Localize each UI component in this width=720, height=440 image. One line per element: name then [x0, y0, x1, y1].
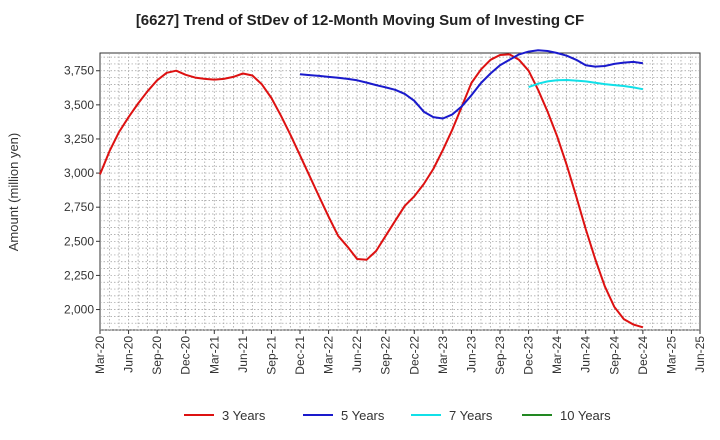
y-tick-label: 3,250 [64, 132, 94, 146]
legend: 3 Years 5 Years 7 Years 10 Years [184, 408, 611, 423]
y-tick-label: 2,750 [64, 200, 94, 214]
x-tick-label: Dec-21 [293, 336, 307, 375]
series-line-5-years [299, 49, 644, 120]
y-tick-label: 3,500 [64, 98, 94, 112]
x-tick-label: Sep-21 [264, 336, 278, 375]
x-axis-ticks: Mar-20 Jun-20 Sep-20 Dec-20 Mar-21 Jun-21 Sep-… [93, 330, 707, 375]
y-tick-label: 2,000 [64, 303, 94, 317]
legend-label: 7 Years [449, 408, 493, 423]
x-tick-label: Mar-23 [436, 336, 450, 374]
y-tick-label: 2,250 [64, 268, 94, 282]
x-tick-label: Jun-23 [464, 336, 478, 373]
y-tick-label: 3,000 [64, 166, 94, 180]
x-tick-label: Jun-22 [350, 336, 364, 373]
y-tick-label: 2,500 [64, 234, 94, 248]
x-tick-label: Mar-20 [93, 336, 107, 374]
grid-lines [100, 53, 700, 331]
x-tick-label: Mar-25 [664, 336, 678, 374]
series-lines [99, 49, 644, 329]
chart-title: [6627] Trend of StDev of 12-Month Moving… [135, 12, 585, 29]
x-tick-label: Mar-22 [322, 336, 336, 374]
y-axis-label: Amount (million yen) [6, 133, 21, 252]
series-line-7-years [528, 79, 644, 91]
x-tick-label: Sep-24 [607, 336, 621, 375]
x-tick-label: Sep-22 [379, 336, 393, 375]
x-tick-label: Mar-21 [207, 336, 221, 374]
x-tick-label: Jun-25 [693, 336, 707, 373]
x-tick-label: Sep-20 [150, 336, 164, 375]
series-line-3-years [99, 53, 644, 329]
x-tick-label: Dec-22 [407, 336, 421, 375]
x-tick-label: Dec-23 [522, 336, 536, 375]
x-tick-label: Jun-20 [122, 336, 136, 373]
x-tick-label: Sep-23 [493, 336, 507, 375]
x-tick-label: Jun-24 [579, 336, 593, 373]
legend-label: 10 Years [560, 408, 611, 423]
x-tick-label: Jun-21 [236, 336, 250, 373]
legend-label: 5 Years [341, 408, 385, 423]
x-tick-label: Mar-24 [550, 336, 564, 374]
x-tick-label: Dec-20 [179, 336, 193, 375]
legend-label: 3 Years [222, 408, 266, 423]
x-tick-label: Dec-24 [636, 336, 650, 375]
y-tick-label: 3,750 [64, 64, 94, 78]
y-axis-ticks: 2,000 2,250 2,500 2,750 3,000 3,250 3,500 3,750 [64, 64, 100, 317]
plot-area [99, 52, 701, 331]
